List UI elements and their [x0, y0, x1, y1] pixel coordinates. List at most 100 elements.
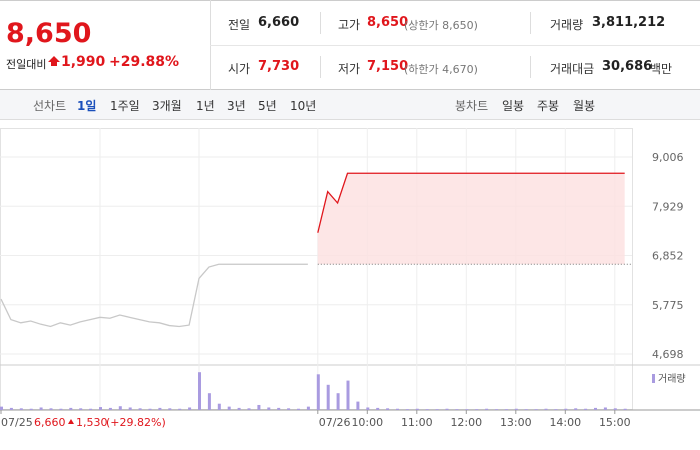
volume-bar [376, 407, 380, 410]
volume-bar [574, 408, 578, 410]
stat-value: 7,730 [258, 59, 300, 74]
x-tick-label: 07/26 [319, 416, 351, 429]
stat-label: 시가 [228, 62, 251, 76]
volume-bar [346, 380, 350, 410]
volume-bar [603, 407, 607, 410]
tab[interactable]: 3년 [227, 99, 246, 113]
tab[interactable]: 10년 [290, 99, 317, 113]
stat-label: 고가 [338, 18, 361, 32]
x-tick-label: 12:00 [450, 416, 482, 429]
stat-value: 8,650 [367, 15, 409, 30]
change-label: 전일대비 [6, 58, 47, 71]
volume-bar [267, 407, 271, 410]
tab[interactable]: 주봉 [537, 99, 560, 113]
footer-arrow [68, 419, 74, 424]
y-tick-label: 9,006 [652, 151, 684, 164]
legend-swatch [652, 374, 655, 383]
volume-bar [59, 408, 63, 410]
tab[interactable]: 3개월 [152, 99, 182, 113]
volume-bar [158, 407, 162, 410]
volume-bar [69, 407, 73, 410]
volume-bar [178, 408, 182, 410]
volume-bar [564, 408, 568, 410]
volume-bar [39, 407, 43, 410]
volume-bar [128, 407, 132, 410]
stat-value: 6,660 [258, 15, 300, 30]
divider [210, 45, 700, 46]
volume-bar [534, 409, 538, 410]
volume-bar [198, 372, 201, 410]
tab[interactable]: 일봉 [502, 99, 525, 113]
tab[interactable]: 5년 [258, 99, 277, 113]
volume-bar [118, 406, 122, 410]
volume-bar [356, 401, 360, 410]
volume-bar [326, 384, 330, 410]
legend-label: 거래량 [658, 373, 686, 385]
volume-bar [19, 408, 23, 410]
volume-bar [504, 409, 508, 410]
volume-bar [514, 408, 518, 410]
volume-bar [9, 407, 13, 410]
stat-value: 7,150 [367, 59, 409, 74]
stat-note: (하한가 4,670) [404, 63, 478, 76]
volume-bar [594, 407, 597, 410]
plot-frame [0, 128, 633, 410]
tab[interactable]: 1년 [196, 99, 215, 113]
x-tick-label: 15:00 [599, 416, 631, 429]
volume-bar [435, 409, 439, 410]
x-tick-label: 14:00 [549, 416, 581, 429]
volume-bar [99, 407, 102, 410]
footer-change-pct: (+29.82%) [106, 416, 166, 429]
volume-bar [168, 408, 172, 410]
volume-bar [287, 408, 291, 410]
y-tick-label: 5,775 [652, 299, 684, 312]
tab-group-label: 봉차트 [455, 99, 489, 113]
volume-bar [138, 408, 142, 410]
volume-bar [207, 393, 211, 410]
y-tick-label: 7,929 [652, 200, 684, 213]
header [0, 0, 700, 90]
volume-bar [623, 408, 627, 410]
x-tick-label: 11:00 [401, 416, 433, 429]
x-tick-label: 10:00 [351, 416, 383, 429]
volume-bar [79, 408, 83, 410]
volume-bar [89, 408, 93, 410]
divider [320, 12, 321, 34]
footer-date: 07/25 [1, 416, 33, 429]
change: 1,990 [61, 54, 106, 70]
volume-bar [316, 374, 320, 410]
divider [530, 56, 531, 78]
tab[interactable]: 1일 [77, 99, 97, 113]
volume-bar [227, 406, 231, 410]
volume-bar [386, 408, 390, 410]
change-pct: +29.88% [109, 54, 180, 70]
up-icon [48, 56, 60, 66]
y-tick-label: 6,852 [652, 250, 684, 263]
volume-bar [277, 407, 281, 410]
stat-unit: 백만 [650, 62, 673, 76]
area [317, 173, 625, 265]
tab[interactable]: 1주일 [110, 99, 140, 113]
volume-bar [306, 406, 310, 410]
volume-bar [495, 409, 498, 410]
footer-change: 1,530 [76, 416, 108, 429]
volume-bar [475, 409, 479, 410]
volume-bar [485, 408, 489, 410]
x-tick-label: 13:00 [500, 416, 532, 429]
volume-bar [336, 393, 340, 410]
volume-bar [0, 406, 3, 410]
price-line [0, 263, 308, 328]
volume-bar [297, 408, 300, 410]
volume-bar [584, 408, 588, 410]
stat-label: 거래대금 [550, 62, 595, 76]
price: 8,650 [6, 18, 92, 49]
volume-bar [257, 404, 261, 410]
tab[interactable]: 월봉 [573, 99, 596, 113]
y-tick-label: 4,698 [652, 348, 684, 361]
tab-bar [0, 90, 700, 120]
stat-label: 전일 [228, 18, 251, 32]
volume-bar [465, 409, 469, 410]
volume-bar [49, 408, 53, 410]
volume-bar [217, 403, 221, 410]
volume-bar [29, 408, 33, 410]
